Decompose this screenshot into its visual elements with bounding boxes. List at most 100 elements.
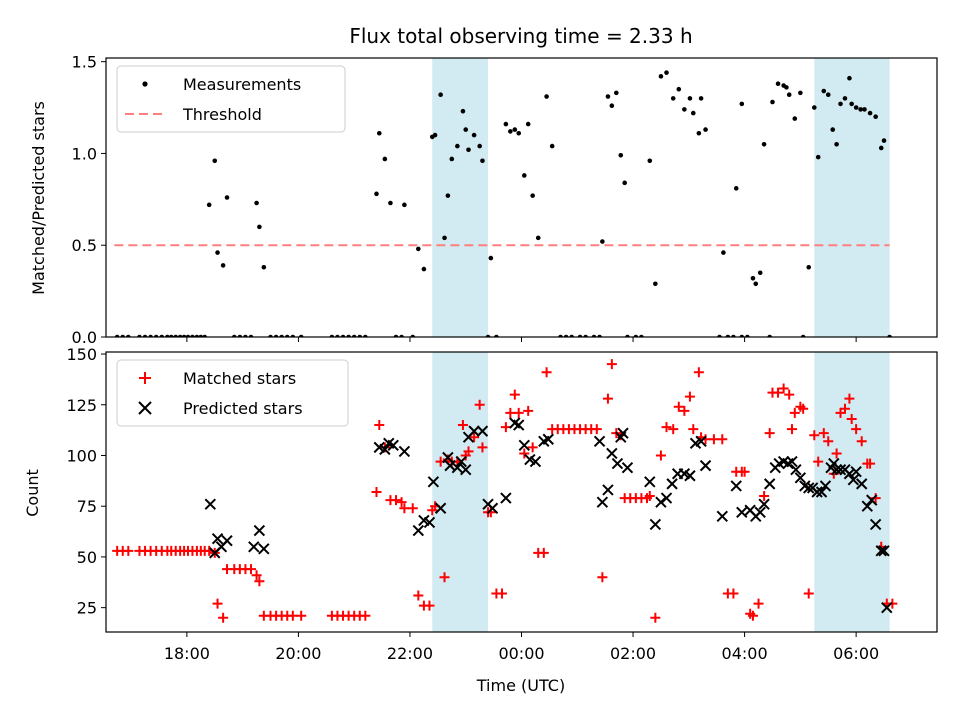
y-tick-label: 25 xyxy=(77,599,97,618)
measurement-point xyxy=(812,105,817,110)
matched-star-point xyxy=(786,424,797,435)
predicted-star-point xyxy=(434,502,447,514)
matched-star-point xyxy=(523,405,534,416)
measurement-point xyxy=(605,94,611,99)
legend-measurements-marker xyxy=(142,81,148,87)
matched-star-point xyxy=(673,401,684,412)
predicted-star-point xyxy=(644,476,656,488)
measurement-point xyxy=(847,75,852,81)
matched-star-point xyxy=(823,436,834,447)
measurement-point xyxy=(687,96,693,101)
legend: Matched stars Predicted stars xyxy=(116,359,349,427)
measurement-point xyxy=(466,147,471,153)
predicted-star-point xyxy=(602,484,614,496)
measurement-point xyxy=(834,141,839,147)
predicted-star-point xyxy=(423,516,436,529)
matched-star-point xyxy=(870,493,881,504)
measurement-point xyxy=(784,85,789,90)
predicted-star-point xyxy=(379,443,391,456)
measurement-point xyxy=(376,130,382,136)
observing-band xyxy=(814,352,890,632)
measurement-point xyxy=(535,235,541,241)
measurement-point xyxy=(792,116,798,121)
predicted-star-point xyxy=(790,463,802,476)
measurement-point xyxy=(460,108,466,114)
matched-star-point xyxy=(254,576,265,587)
measurement-point xyxy=(261,264,267,270)
matched-star-point xyxy=(513,407,524,418)
predicted-star-point xyxy=(248,541,260,553)
legend-predicted-marker xyxy=(138,401,152,415)
legend-box xyxy=(116,359,349,427)
measurement-point xyxy=(402,202,407,208)
measurement-point xyxy=(471,132,477,138)
predicted-star-point xyxy=(758,498,770,510)
matched-star-point xyxy=(391,495,402,506)
predicted-star-point xyxy=(442,451,454,464)
legend-matched-marker xyxy=(139,372,151,384)
measurement-point xyxy=(614,90,619,96)
measurement-point xyxy=(853,105,859,110)
predicted-star-point xyxy=(412,524,425,537)
matched-star-point xyxy=(360,610,371,621)
predicted-star-point xyxy=(869,518,882,531)
matched-star-point xyxy=(399,503,410,514)
measurement-point xyxy=(862,107,867,112)
predicted-star-point xyxy=(786,455,798,468)
matched-star-point xyxy=(764,428,775,439)
matched-star-point xyxy=(798,403,809,414)
measurement-point xyxy=(224,195,230,200)
measurement-point xyxy=(838,101,843,107)
matched-star-point xyxy=(413,590,424,601)
measurement-point xyxy=(750,275,756,281)
measurement-point xyxy=(442,235,447,241)
matched-star-point xyxy=(684,391,695,402)
matched-star-point xyxy=(251,570,262,581)
measurement-point xyxy=(549,143,555,149)
measurement-point xyxy=(821,88,827,94)
predicted-star-point xyxy=(606,447,618,460)
matched-star-point xyxy=(644,491,655,502)
matched-star-point xyxy=(739,466,750,477)
legend-box xyxy=(116,65,346,133)
y-tick-label: 1.5 xyxy=(72,53,97,72)
matched-star-point xyxy=(371,487,382,497)
measurement-point xyxy=(690,110,696,116)
measurement-point xyxy=(254,200,259,206)
observing-band xyxy=(814,58,890,337)
predicted-star-point xyxy=(684,470,696,482)
matched-star-point xyxy=(591,424,602,435)
measurement-point xyxy=(698,96,704,101)
matched-star-point xyxy=(856,436,867,447)
predicted-star-point xyxy=(834,463,847,476)
predicted-star-point xyxy=(794,472,807,484)
measurement-point xyxy=(480,158,485,164)
predicted-star-point xyxy=(881,601,893,614)
y-tick-label: 50 xyxy=(77,548,97,567)
predicted-star-point xyxy=(513,419,525,431)
observing-band xyxy=(432,58,489,337)
measurement-point xyxy=(503,121,509,127)
predicted-star-point xyxy=(451,461,464,474)
matched-star-point xyxy=(123,545,134,556)
matched-star-point xyxy=(509,389,520,400)
measurement-point xyxy=(761,141,767,147)
measurement-point xyxy=(521,173,527,178)
x-tick-label: 00:00 xyxy=(498,644,544,663)
measurement-point xyxy=(798,90,803,96)
x-tick-label: 18:00 xyxy=(164,644,210,663)
measurement-point xyxy=(775,81,781,86)
measurement-point xyxy=(445,193,451,198)
predicted-star-point xyxy=(204,498,217,510)
legend-label: Measurements xyxy=(183,75,301,94)
matched-star-point xyxy=(500,422,511,433)
predicted-star-point xyxy=(655,496,667,508)
matched-star-point xyxy=(519,448,530,459)
predicted-star-point xyxy=(850,466,862,478)
predicted-star-point xyxy=(221,534,233,547)
predicted-star-point xyxy=(666,478,678,490)
measurement-point xyxy=(647,158,653,164)
legend-label: Threshold xyxy=(182,105,262,124)
predicted-star-point xyxy=(444,459,456,472)
matched-star-point xyxy=(759,491,770,502)
